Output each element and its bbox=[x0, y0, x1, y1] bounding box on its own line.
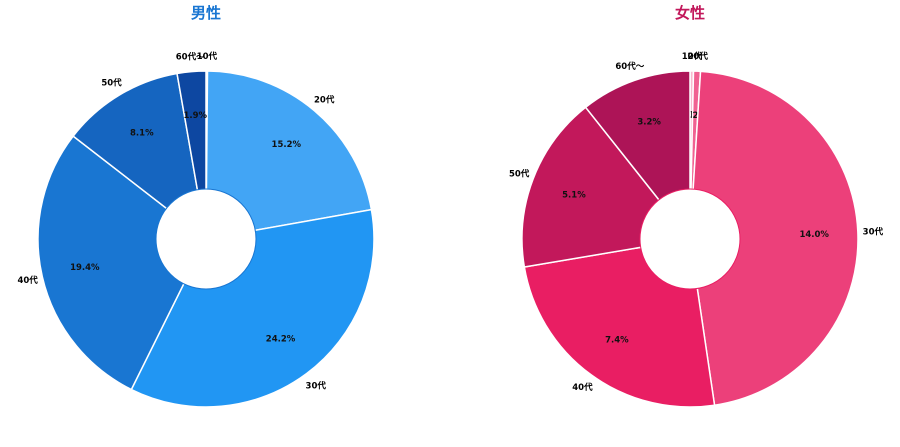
slice-percent-label: 0.2% bbox=[683, 111, 707, 121]
pie-slice-male-4 bbox=[72, 72, 208, 241]
slice-category-label: 30代 bbox=[863, 226, 884, 237]
chart-title-female: 女性 bbox=[675, 4, 705, 22]
donut-chart-male: 10代0.1%20代15.2%30代24.2%40代19.4%50代8.1%60… bbox=[17, 51, 375, 408]
slice-percent-label: 14.0% bbox=[799, 230, 829, 240]
pie-slice-male-2 bbox=[130, 208, 375, 408]
slice-category-label: 40代 bbox=[17, 275, 38, 286]
slice-percent-label: 7.4% bbox=[605, 336, 629, 346]
slice-percent-label: 5.1% bbox=[562, 190, 586, 200]
slice-category-label: 60代〜 bbox=[176, 52, 205, 63]
slice-percent-label: 1.9% bbox=[183, 111, 207, 121]
slice-category-label: 60代〜 bbox=[615, 61, 644, 72]
chart-title-male: 男性 bbox=[191, 4, 221, 22]
slice-percent-label: 0.1% bbox=[680, 111, 704, 121]
slice-percent-label: 8.1% bbox=[130, 129, 154, 139]
slice-category-label: 10代 bbox=[197, 51, 218, 62]
slice-percent-label: 3.2% bbox=[637, 118, 661, 128]
pie-slice-female-2 bbox=[689, 70, 859, 407]
donut-hole bbox=[639, 188, 741, 290]
pie-slice-male-1 bbox=[205, 70, 373, 240]
slice-category-label: 30代 bbox=[306, 380, 327, 391]
pie-slice-male-3 bbox=[37, 135, 207, 391]
slice-category-label: 50代 bbox=[101, 77, 122, 88]
slice-category-label: 20代 bbox=[314, 94, 335, 105]
slice-percent-label: 24.2% bbox=[266, 335, 296, 345]
slice-percent-label: 19.4% bbox=[70, 263, 100, 273]
slice-category-label: 40代 bbox=[572, 382, 593, 393]
donut-chart-female: 10代 0.1% 20代 0.2% 30代 14.0% 40代 7.4% 50代 5.1% 60代〜… bbox=[509, 51, 884, 408]
slice-category-label: 20代 bbox=[687, 51, 708, 62]
donut-hole bbox=[155, 188, 257, 290]
slice-category-label: 50代 bbox=[509, 168, 530, 179]
slice-percent-label: 15.2% bbox=[272, 140, 302, 150]
slice-category-label: 10代 bbox=[682, 51, 703, 62]
